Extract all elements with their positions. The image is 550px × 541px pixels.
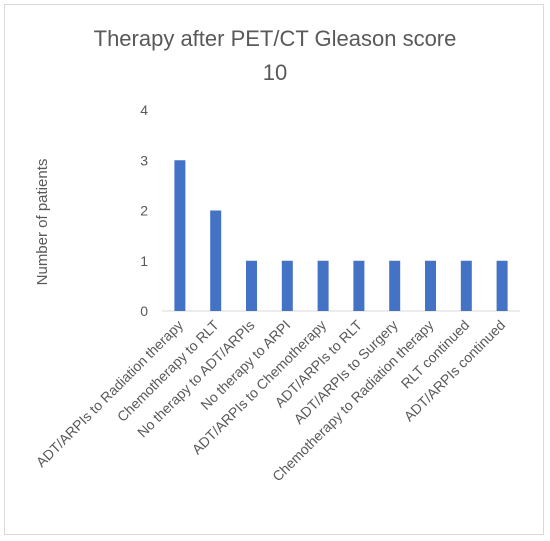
- y-axis-label: Number of patients: [34, 159, 51, 286]
- bar: [496, 260, 508, 311]
- bar: [174, 160, 186, 311]
- bar: [460, 260, 472, 311]
- bar: [425, 260, 436, 311]
- x-tick-labels: ADT/ARPIs to Radiation therapyChemothera…: [33, 316, 508, 484]
- chart-title-line2: 10: [263, 60, 287, 85]
- bars: [174, 160, 508, 311]
- bar: [281, 260, 293, 311]
- chart-title-line1: Therapy after PET/CT Gleason score: [94, 26, 457, 51]
- bar: [246, 260, 257, 311]
- bar: [353, 260, 365, 311]
- y-tick-label: 2: [140, 203, 148, 219]
- y-tick-label: 0: [140, 303, 148, 319]
- y-tick-labels: 0 1 2 3 4: [140, 102, 148, 319]
- bar: [210, 210, 222, 311]
- y-tick-label: 4: [140, 102, 148, 118]
- y-tick-label: 1: [140, 253, 148, 269]
- bar: [317, 260, 329, 311]
- x-tick-label: ADT/ARPIs to Radiation therapy: [33, 317, 186, 470]
- chart-frame: [4, 4, 544, 535]
- bar: [389, 260, 401, 311]
- y-tick-label: 3: [140, 152, 148, 168]
